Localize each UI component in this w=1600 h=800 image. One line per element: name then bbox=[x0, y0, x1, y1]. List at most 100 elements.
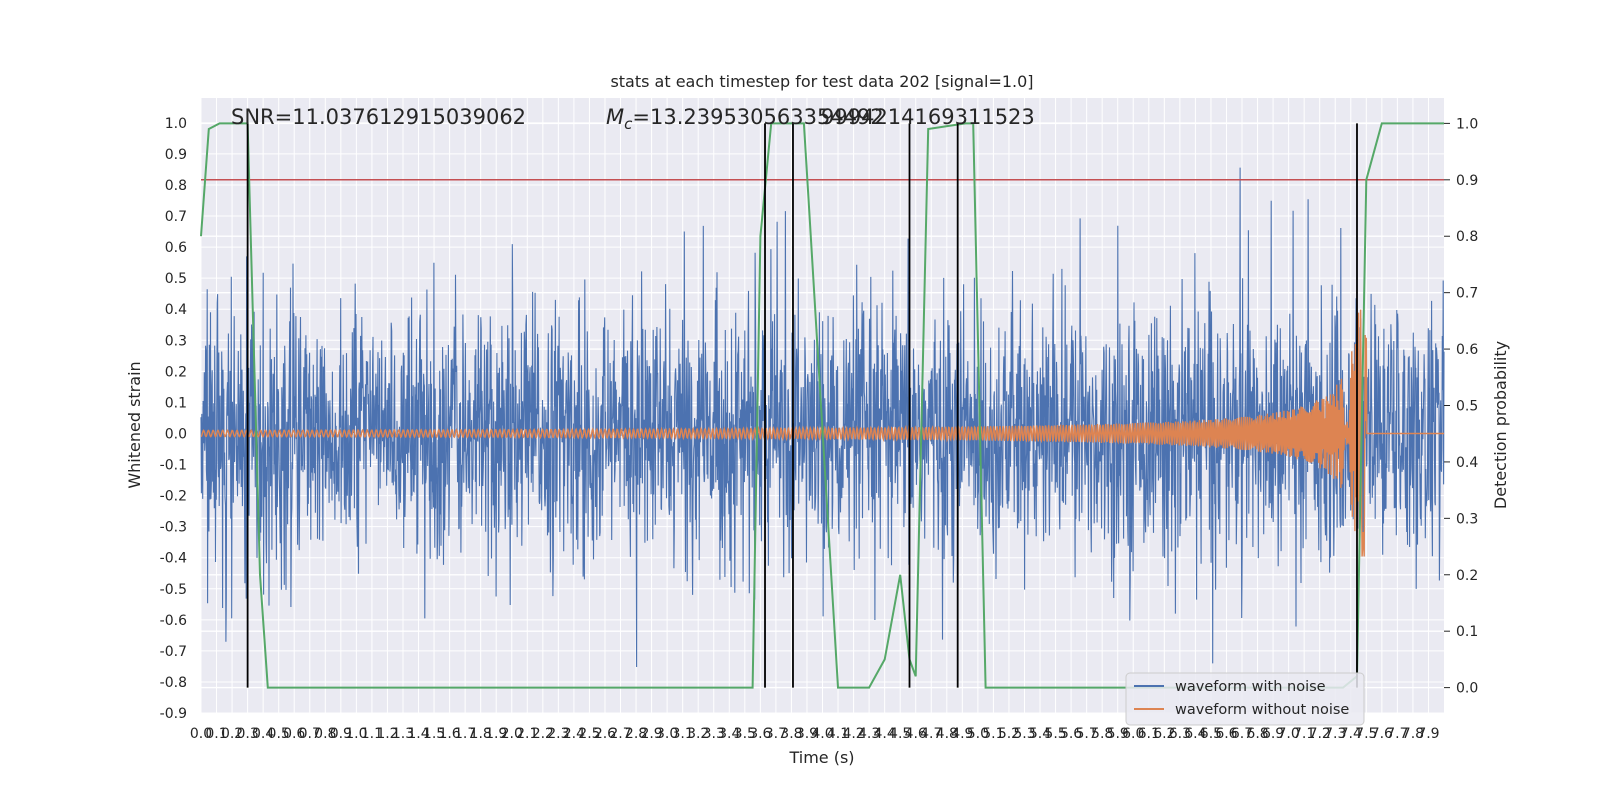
x-tick-label: 0.8 bbox=[314, 726, 336, 742]
x-tick-label: 5.4 bbox=[1029, 726, 1051, 742]
y2-tick-label: 0.5 bbox=[1456, 399, 1478, 415]
x-tick-label: 2.9 bbox=[640, 726, 662, 742]
x-tick-label: 4.6 bbox=[905, 726, 927, 742]
x-tick-label: 6.6 bbox=[1215, 726, 1237, 742]
x-tick-label: 3.0 bbox=[656, 726, 678, 742]
y-tick-label: -0.4 bbox=[160, 551, 187, 567]
x-tick-label: 4.0 bbox=[811, 726, 833, 742]
y2-tick-label: 0.3 bbox=[1456, 511, 1478, 527]
x-tick-label: 2.8 bbox=[625, 726, 647, 742]
x-tick-label: 3.7 bbox=[765, 726, 787, 742]
x-tick-label: 4.5 bbox=[889, 726, 911, 742]
x-tick-label: 1.4 bbox=[407, 726, 429, 742]
x-tick-label: 5.3 bbox=[1013, 726, 1035, 742]
x-tick-label: 1.6 bbox=[438, 726, 460, 742]
x-tick-label: 0.7 bbox=[299, 726, 321, 742]
y-tick-label: 0.8 bbox=[165, 178, 187, 194]
x-tick-label: 5.6 bbox=[1060, 726, 1082, 742]
x-tick-label: 1.0 bbox=[345, 726, 367, 742]
x-tick-label: 0.5 bbox=[268, 726, 290, 742]
y2-tick-label: 0.7 bbox=[1456, 286, 1478, 302]
x-tick-label: 2.6 bbox=[594, 726, 616, 742]
legend-chirp-label: waveform without noise bbox=[1175, 702, 1349, 718]
x-tick-label: 7.4 bbox=[1340, 726, 1362, 742]
y2-tick-label: 0.1 bbox=[1456, 624, 1478, 640]
x-tick-label: 1.9 bbox=[485, 726, 507, 742]
x-tick-label: 3.5 bbox=[734, 726, 756, 742]
x-tick-label: 2.2 bbox=[532, 726, 554, 742]
x-tick-label: 6.4 bbox=[1184, 726, 1206, 742]
y2-tick-label: 0.2 bbox=[1456, 568, 1478, 584]
x-tick-label: 5.5 bbox=[1044, 726, 1066, 742]
x-tick-label: 0.1 bbox=[205, 726, 227, 742]
y2-axis-label: Detection probability bbox=[1491, 341, 1510, 509]
y-tick-label: 1.0 bbox=[165, 116, 187, 132]
x-tick-label: 3.2 bbox=[687, 726, 709, 742]
y-tick-label: -0.1 bbox=[160, 458, 187, 474]
chirp-mass-overlap-annotation: 9994214169311523 bbox=[821, 105, 1035, 129]
legend-box bbox=[1125, 672, 1365, 726]
x-tick-label: 0.3 bbox=[236, 726, 258, 742]
y2-tick-label: 0.4 bbox=[1456, 455, 1478, 471]
series-detection-probability bbox=[200, 122, 1444, 689]
y2-tick-label: 0.6 bbox=[1456, 342, 1478, 358]
y-tick-label: -0.8 bbox=[160, 675, 187, 691]
x-tick-label: 7.5 bbox=[1355, 726, 1377, 742]
x-tick-label: 7.9 bbox=[1417, 726, 1439, 742]
y2-tick-label: 0.0 bbox=[1456, 681, 1478, 697]
y-tick-label: 0.7 bbox=[165, 209, 187, 225]
x-tick-label: 2.1 bbox=[516, 726, 538, 742]
x-tick-label: 6.5 bbox=[1200, 726, 1222, 742]
x-tick-label: 6.8 bbox=[1246, 726, 1268, 742]
chirp-mass-annotation: Mc=13.239530563354492 bbox=[606, 105, 884, 133]
legend-noise-label: waveform with noise bbox=[1175, 679, 1326, 695]
y2-tick-label: 1.0 bbox=[1456, 116, 1478, 132]
x-tick-label: 7.2 bbox=[1309, 726, 1331, 742]
x-tick-label: 6.0 bbox=[1122, 726, 1144, 742]
y-tick-label: 0.6 bbox=[165, 240, 187, 256]
legend: waveform with noise waveform without noi… bbox=[1125, 672, 1365, 726]
x-tick-label: 4.2 bbox=[842, 726, 864, 742]
y-tick-label: -0.2 bbox=[160, 489, 187, 505]
y-ticks: -0.9 -0.8 -0.7 -0.6 -0.5 -0.4 -0.3 -0.2 -0.1 0.0 0… bbox=[160, 116, 187, 722]
x-tick-label: 3.6 bbox=[749, 726, 771, 742]
x-tick-label: 5.1 bbox=[982, 726, 1004, 742]
x-tick-label: 3.9 bbox=[796, 726, 818, 742]
y-tick-label: -0.6 bbox=[160, 613, 187, 629]
x-tick-label: 5.9 bbox=[1107, 726, 1129, 742]
x-tick-label: 1.2 bbox=[376, 726, 398, 742]
x-tick-label: 5.7 bbox=[1076, 726, 1098, 742]
x-tick-label: 0.2 bbox=[221, 726, 243, 742]
x-tick-label: 2.4 bbox=[563, 726, 585, 742]
y-tick-label: 0.2 bbox=[165, 364, 187, 380]
x-tick-label: 1.7 bbox=[454, 726, 476, 742]
y-tick-label: 0.9 bbox=[165, 147, 187, 163]
x-tick-label: 5.8 bbox=[1091, 726, 1113, 742]
y-tick-label: 0.5 bbox=[165, 271, 187, 287]
x-tick-label: 1.1 bbox=[361, 726, 383, 742]
x-tick-label: 1.5 bbox=[423, 726, 445, 742]
x-tick-label: 4.1 bbox=[827, 726, 849, 742]
x-tick-label: 2.3 bbox=[547, 726, 569, 742]
x-tick-label: 2.0 bbox=[501, 726, 523, 742]
x-axis-label: Time (s) bbox=[788, 748, 854, 767]
y-tick-label: -0.3 bbox=[160, 520, 187, 536]
y-tick-label: -0.5 bbox=[160, 582, 187, 598]
x-tick-label: 2.5 bbox=[578, 726, 600, 742]
chirp-mass-value: =13.239530563354492 bbox=[632, 105, 883, 129]
x-tick-label: 7.7 bbox=[1386, 726, 1408, 742]
y-tick-label: 0.4 bbox=[165, 302, 187, 318]
y-tick-label: 0.1 bbox=[165, 395, 187, 411]
x-tick-label: 4.3 bbox=[858, 726, 880, 742]
x-tick-label: 3.3 bbox=[703, 726, 725, 742]
x-tick-label: 0.6 bbox=[283, 726, 305, 742]
x-tick-label: 6.1 bbox=[1138, 726, 1160, 742]
x-tick-label: 0.4 bbox=[252, 726, 274, 742]
x-tick-label: 6.9 bbox=[1262, 726, 1284, 742]
x-tick-label: 6.7 bbox=[1231, 726, 1253, 742]
x-tick-label: 2.7 bbox=[609, 726, 631, 742]
x-tick-label: 0.0 bbox=[190, 726, 212, 742]
y-tick-label: 0.0 bbox=[165, 426, 187, 442]
snr-annotation: SNR=11.037612915039062 bbox=[231, 105, 526, 129]
